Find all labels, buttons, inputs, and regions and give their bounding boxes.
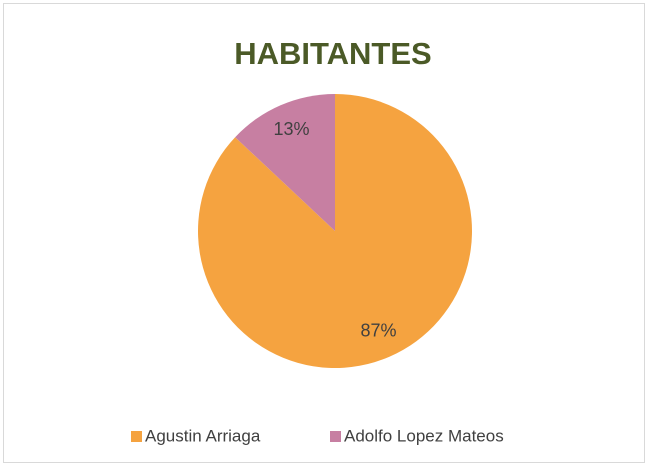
legend: Agustin Arriaga Adolfo Lopez Mateos [131, 426, 504, 445]
pie: 87% 13% [197, 94, 472, 368]
data-label: 87% [361, 320, 397, 340]
legend-label: Agustin Arriaga [145, 426, 261, 445]
data-label: 13% [273, 119, 309, 139]
legend-label: Adolfo Lopez Mateos [344, 426, 504, 445]
legend-swatch [330, 431, 341, 442]
legend-swatch [131, 431, 142, 442]
chart-title: HABITANTES [234, 36, 431, 71]
pie-slice [235, 94, 335, 231]
